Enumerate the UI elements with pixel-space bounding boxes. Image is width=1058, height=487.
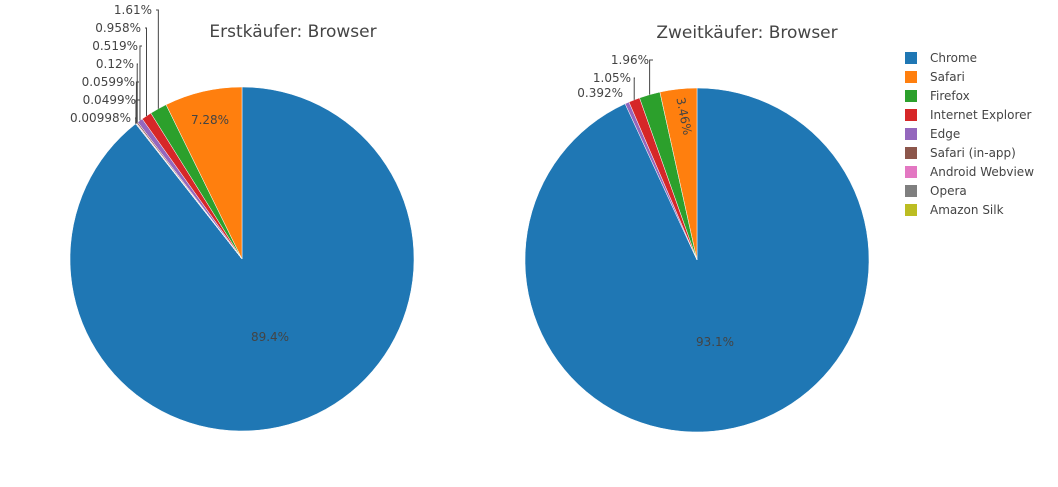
slice-label: 1.96% (611, 53, 649, 67)
slice-label: 0.958% (95, 21, 141, 35)
pie-zweitkaeufer: 93.1%3.46%1.96%1.05%0.392% (524, 53, 870, 433)
slice-label: 0.0599% (82, 75, 135, 89)
legend-item-safari-in-app-[interactable]: Safari (in-app) (905, 146, 1016, 160)
slice-label: 93.1% (696, 335, 734, 349)
legend-label: Android Webview (930, 165, 1034, 179)
slice-label: 0.00998% (70, 111, 131, 125)
legend-swatch (905, 204, 917, 216)
pie-erstkaeufer: 89.4% 7.28% 1.61% 0.958% 0.519% 0.12% 0.0599% 0… (69, 3, 415, 432)
leader-line (633, 77, 635, 100)
leader-line (136, 63, 138, 123)
leader-line (135, 117, 137, 124)
legend-label: Amazon Silk (930, 203, 1004, 217)
leader-line (649, 59, 653, 95)
legend-swatch (905, 128, 917, 140)
legend-swatch (905, 71, 917, 83)
legend-item-android-webview[interactable]: Android Webview (905, 165, 1034, 179)
legend-label: Chrome (930, 51, 977, 65)
pie-slice-safari[interactable] (659, 87, 698, 261)
slice-label: 0.12% (96, 57, 134, 71)
chart-title-left: Erstkäufer: Browser (209, 22, 376, 42)
legend-item-amazon-silk[interactable]: Amazon Silk (905, 203, 1004, 217)
legend-item-safari[interactable]: Safari (905, 70, 965, 84)
legend-item-internet-explorer[interactable]: Internet Explorer (905, 108, 1031, 122)
leader-line (156, 9, 159, 109)
leader-line (135, 81, 139, 124)
legend-swatch (905, 52, 917, 64)
legend-label: Opera (930, 184, 967, 198)
legend-label: Internet Explorer (930, 108, 1031, 122)
slice-label: 1.61% (114, 3, 152, 17)
legend-label: Safari (930, 70, 965, 84)
leader-line (139, 45, 142, 121)
legend-label: Edge (930, 127, 960, 141)
slice-label: 0.392% (577, 86, 623, 100)
legend-item-chrome[interactable]: Chrome (905, 51, 977, 65)
legend-swatch (905, 147, 917, 159)
slice-label: 0.0499% (83, 93, 136, 107)
slice-label: 0.519% (92, 39, 138, 53)
slice-label: 1.05% (593, 71, 631, 85)
legend-swatch (905, 109, 917, 121)
legend-item-edge[interactable]: Edge (905, 127, 960, 141)
legend: Chrome Safari Firefox Internet Explorer Edge… (905, 51, 1034, 217)
legend-item-opera[interactable]: Opera (905, 184, 967, 198)
chart-title-right: Zweitkäufer: Browser (656, 23, 837, 43)
legend-item-firefox[interactable]: Firefox (905, 89, 970, 103)
leader-line (145, 27, 148, 116)
pie-slice-safari[interactable] (165, 86, 243, 260)
legend-label: Safari (in-app) (930, 146, 1016, 160)
leader-line (135, 99, 140, 124)
slice-label: 89.4% (251, 330, 289, 344)
legend-swatch (905, 185, 917, 197)
legend-swatch (905, 166, 917, 178)
legend-swatch (905, 90, 917, 102)
slice-label: 7.28% (191, 113, 229, 127)
legend-label: Firefox (930, 89, 970, 103)
